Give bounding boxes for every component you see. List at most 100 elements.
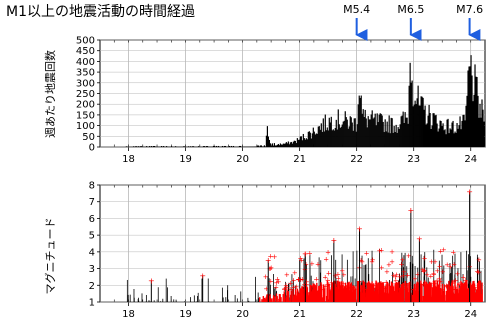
top-x-tick-label: 24 [464,154,477,165]
magnitude-marker: + [356,286,362,294]
magnitude-marker: + [274,279,280,287]
magnitude-marker: + [332,272,338,280]
top-x-tick-label: 22 [350,154,363,165]
top-x-tick-label: 21 [293,154,306,165]
magnitude-marker: + [472,286,478,294]
magnitude-marker: + [284,271,290,279]
top-x-tick-label: 19 [179,154,192,165]
magnitude-marker: + [399,284,405,292]
top-y-tick-label: 450 [76,46,95,57]
magnitude-marker: + [438,247,444,255]
magnitude-marker: + [444,261,450,269]
magnitude-marker: + [274,276,280,284]
magnitude-marker: + [384,268,390,276]
magnitude-marker: + [379,264,385,272]
bottom-x-tick-label: 22 [350,309,363,320]
bottom-y-tick-label: 5 [89,231,95,242]
magnitude-marker: + [382,285,388,293]
magnitude-marker: + [325,280,331,288]
magnitude-marker: + [298,276,304,284]
magnitude-marker: + [325,276,331,284]
magnitude-marker: + [460,273,466,281]
magnitude-marker: + [345,283,351,291]
magnitude-marker: + [421,268,427,276]
magnitude-marker: + [451,260,457,268]
mainshock-label: M5.4 [343,3,370,16]
magnitude-marker: + [365,281,371,289]
magnitude-marker: + [300,286,306,294]
magnitude-marker: + [440,268,446,276]
magnitude-marker: + [433,285,439,293]
magnitude-marker: + [300,275,306,283]
magnitude-marker: + [393,277,399,285]
magnitude-marker: + [379,285,385,293]
magnitude-marker: + [412,275,418,283]
magnitude-marker: + [434,267,440,275]
magnitude-marker: + [339,267,345,275]
magnitude-marker: + [362,286,368,294]
magnitude-marker: + [325,249,331,257]
magnitude-marker: + [424,271,430,279]
magnitude-marker: + [469,286,475,294]
magnitude-marker: + [434,277,440,285]
top-y-tick-label: 250 [76,89,95,100]
magnitude-marker: + [420,280,426,288]
large-event-marker: + [416,234,423,243]
magnitude-marker: + [437,262,443,270]
magnitude-marker: + [360,285,366,293]
magnitude-marker: + [456,280,462,288]
magnitude-marker: + [391,271,397,279]
magnitude-marker: + [303,260,309,268]
magnitude-marker: + [284,284,290,292]
top-y-tick-label: 300 [76,78,95,89]
magnitude-marker: + [281,285,287,293]
top-y-tick-label: 400 [76,57,95,68]
magnitude-marker: + [263,285,269,293]
magnitude-marker: + [288,280,294,288]
magnitude-marker: + [422,254,428,262]
magnitude-marker: + [341,271,347,279]
magnitude-marker: + [444,282,450,290]
magnitude-marker: + [329,279,335,287]
magnitude-marker: + [413,285,419,293]
magnitude-marker: + [295,276,301,284]
magnitude-marker: + [431,280,437,288]
magnitude-marker: + [436,275,442,283]
bottom-y-tick-label: 7 [89,197,95,208]
magnitude-marker: + [400,272,406,280]
magnitude-marker: + [349,285,355,293]
magnitude-marker: + [463,277,469,285]
magnitude-marker: + [452,285,458,293]
magnitude-marker: + [377,286,383,294]
magnitude-marker: + [438,278,444,286]
magnitude-marker: + [369,258,375,266]
magnitude-marker: + [268,253,274,261]
top-y-tick-label: 350 [76,68,95,79]
large-event-marker: + [265,256,272,265]
large-event-marker: + [331,236,338,245]
magnitude-marker: + [389,248,395,256]
magnitude-marker: + [377,247,383,255]
magnitude-marker: + [364,250,370,258]
top-x-tick-label: 23 [407,154,420,165]
magnitude-marker: + [394,271,400,279]
magnitude-marker: + [398,261,404,269]
magnitude-marker: + [428,284,434,292]
magnitude-marker: + [444,283,450,291]
magnitude-marker: + [309,260,315,268]
large-event-marker: + [199,271,206,280]
magnitude-marker: + [288,285,294,293]
magnitude-marker: + [272,253,278,261]
magnitude-marker: + [307,249,313,257]
magnitude-marker: + [397,273,403,281]
bottom-y-tick-label: 2 [89,281,95,292]
bottom-x-tick-label: 20 [236,309,249,320]
large-event-marker: + [408,206,415,215]
magnitude-marker: + [474,267,480,275]
magnitude-marker: + [453,286,459,294]
bottom-y-tick-label: 1 [89,298,95,309]
magnitude-marker: + [420,266,426,274]
magnitude-marker: + [276,278,282,286]
magnitude-marker: + [401,285,407,293]
